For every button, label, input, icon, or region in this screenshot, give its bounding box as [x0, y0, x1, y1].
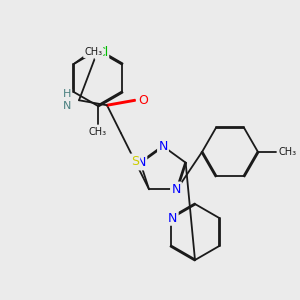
Text: N: N — [158, 140, 168, 153]
Text: S: S — [131, 155, 139, 168]
Text: O: O — [138, 94, 148, 107]
Text: N: N — [171, 183, 181, 196]
Text: CH₃: CH₃ — [279, 147, 297, 157]
Text: N: N — [168, 212, 177, 224]
Text: H
N: H N — [63, 89, 71, 111]
Text: CH₃: CH₃ — [89, 127, 107, 137]
Text: CH₃: CH₃ — [84, 47, 102, 57]
Text: N: N — [137, 156, 146, 169]
Text: Cl: Cl — [96, 46, 108, 59]
